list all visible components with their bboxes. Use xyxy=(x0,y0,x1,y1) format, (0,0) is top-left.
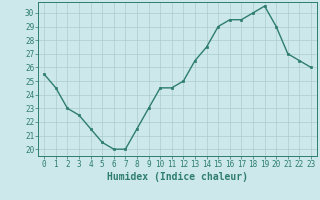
X-axis label: Humidex (Indice chaleur): Humidex (Indice chaleur) xyxy=(107,172,248,182)
